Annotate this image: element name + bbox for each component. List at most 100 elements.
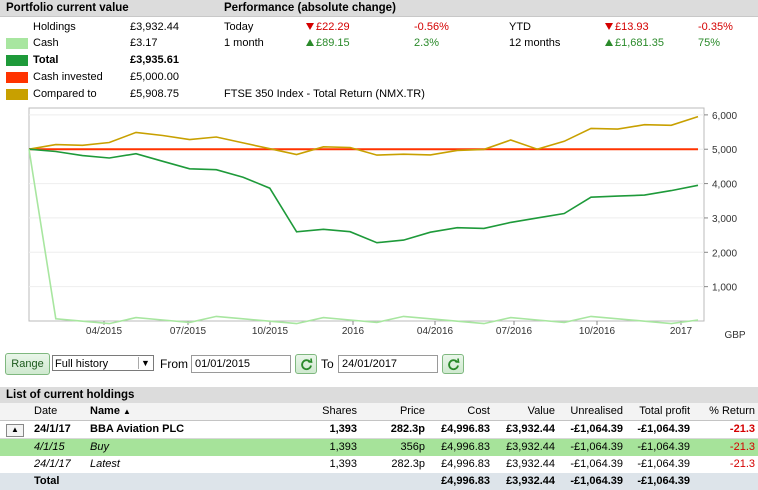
col-price[interactable]: Price <box>399 405 425 417</box>
x-tick-label: 07/2016 <box>496 326 533 337</box>
cash-swatch <box>6 38 28 49</box>
txn-date: 4/1/15 <box>34 441 65 453</box>
y-tick-label: 3,000 <box>712 214 737 225</box>
txn-shares: 1,393 <box>329 441 357 453</box>
col-cost[interactable]: Cost <box>467 405 490 417</box>
txn-value: £3,932.44 <box>506 458 555 470</box>
y-tick-label: 4,000 <box>712 180 737 191</box>
y-tick-label: 1,000 <box>712 283 737 294</box>
holdings-label: Holdings <box>33 21 76 33</box>
col-unrealised[interactable]: Unrealised <box>570 405 623 417</box>
total-row-profit: -£1,064.39 <box>637 475 690 487</box>
down-arrow-icon <box>605 23 613 30</box>
x-tick-label: 2016 <box>342 326 365 337</box>
col-value[interactable]: Value <box>527 405 555 417</box>
holding-return: -21.3 <box>729 423 755 435</box>
up-arrow-icon <box>306 39 314 46</box>
to-date-input[interactable]: 24/01/2017 <box>338 355 438 373</box>
range-button-label: Range <box>11 358 44 370</box>
refresh-from-button[interactable] <box>295 354 317 374</box>
total-label: Total <box>33 54 59 66</box>
txn-profit: -£1,064.39 <box>637 441 690 453</box>
cash-label: Cash <box>33 37 59 49</box>
x-tick-label: 10/2015 <box>252 326 289 337</box>
sort-asc-icon: ▲ <box>123 407 131 416</box>
from-label: From <box>160 357 188 371</box>
col-date[interactable]: Date <box>34 405 58 417</box>
total-swatch <box>6 55 28 66</box>
txn-shares: 1,393 <box>329 458 357 470</box>
series-line-cash <box>28 149 699 325</box>
txn-price: 356p <box>400 441 425 453</box>
txn-cost: £4,996.83 <box>441 458 490 470</box>
perf-month-change-text: £89.15 <box>316 37 350 49</box>
refresh-to-button[interactable] <box>442 354 464 374</box>
compared-to-value: £5,908.75 <box>130 88 179 100</box>
perf-ytd-change: £13.93 <box>605 19 649 35</box>
x-tick-label: 10/2016 <box>579 326 616 337</box>
perf-ytd-label: YTD <box>509 21 531 33</box>
compared-to-swatch <box>6 89 28 100</box>
currency-label: GBP <box>724 330 745 341</box>
txn-date: 24/1/17 <box>34 458 71 470</box>
perf-today-label: Today <box>224 21 254 33</box>
cash-invested-swatch <box>6 72 28 83</box>
benchmark-name: FTSE 350 Index - Total Return (NMX.TR) <box>224 88 425 100</box>
col-name-label: Name <box>90 405 120 417</box>
portfolio-value-title: Portfolio current value <box>6 2 129 14</box>
holding-profit: -£1,064.39 <box>637 423 690 435</box>
txn-unrealised: -£1,064.39 <box>570 458 623 470</box>
range-select[interactable]: Full history ▼ <box>52 355 154 371</box>
col-total-profit[interactable]: Total profit <box>639 405 690 417</box>
transaction-row-buy[interactable]: 4/1/15 Buy 1,393 356p £4,996.83 £3,932.4… <box>0 439 758 457</box>
cash-invested-value: £5,000.00 <box>130 71 179 83</box>
transaction-row-latest[interactable]: 24/1/17 Latest 1,393 282.3p £4,996.83 £3… <box>0 456 758 474</box>
txn-unrealised: -£1,064.39 <box>570 441 623 453</box>
txn-value: £3,932.44 <box>506 441 555 453</box>
series-line-compared_to <box>28 115 699 156</box>
plot-area <box>28 107 705 322</box>
total-row-unrealised: -£1,064.39 <box>570 475 623 487</box>
holdings-total-row: Total £4,996.83 £3,932.44 -£1,064.39 -£1… <box>0 473 758 490</box>
txn-cost: £4,996.83 <box>441 441 490 453</box>
total-value: £3,935.61 <box>130 54 179 66</box>
perf-12m-pct: 75% <box>698 37 721 49</box>
holdings-header-row: Date Name ▲ Shares Price Cost Value Unre… <box>0 403 758 421</box>
x-tick-label: 07/2015 <box>170 326 207 337</box>
x-tick-label: 04/2015 <box>86 326 123 337</box>
refresh-icon <box>301 358 313 371</box>
col-return[interactable]: % Return <box>709 405 755 417</box>
holdings-title-bar: List of current holdings <box>0 387 758 404</box>
perf-month-pct: 2.3% <box>414 37 440 49</box>
perf-today-change-text: £22.29 <box>316 21 350 33</box>
portfolio-value-header: Portfolio current value <box>0 0 220 17</box>
compared-to-label: Compared to <box>33 88 97 100</box>
col-shares[interactable]: Shares <box>322 405 357 417</box>
down-arrow-icon <box>306 23 314 30</box>
performance-title: Performance (absolute change) <box>224 2 396 14</box>
perf-today-pct: -0.56% <box>414 21 449 33</box>
perf-12m-change-text: £1,681.35 <box>615 37 664 49</box>
to-label: To <box>321 357 334 371</box>
holdings-value: £3,932.44 <box>130 21 179 33</box>
portfolio-chart: 1,000 2,000 3,000 4,000 5,000 6,000 04/2015 07/… <box>28 107 746 341</box>
txn-name: Latest <box>90 458 120 470</box>
holding-shares: 1,393 <box>329 423 357 435</box>
up-arrow-icon <box>605 39 613 46</box>
txn-return: -21.3 <box>729 458 755 470</box>
collapse-icon[interactable]: ▲ <box>6 424 24 437</box>
holding-name[interactable]: BBA Aviation PLC <box>90 423 185 435</box>
range-button[interactable]: Range <box>5 353 50 375</box>
holding-price: 282.3p <box>390 423 425 435</box>
col-name[interactable]: Name ▲ <box>90 403 131 420</box>
holdings-title: List of current holdings <box>6 389 135 401</box>
perf-12m-change: £1,681.35 <box>605 35 664 51</box>
holding-value: £3,932.44 <box>506 423 555 435</box>
perf-month-change: £89.15 <box>306 35 350 51</box>
from-date-input[interactable]: 01/01/2015 <box>191 355 291 373</box>
txn-profit: -£1,064.39 <box>637 458 690 470</box>
txn-price: 282.3p <box>391 458 425 470</box>
cash-value: £3.17 <box>130 37 158 49</box>
holding-row[interactable]: ▲ 24/1/17 BBA Aviation PLC 1,393 282.3p … <box>0 421 758 439</box>
chevron-down-icon: ▼ <box>138 357 152 369</box>
